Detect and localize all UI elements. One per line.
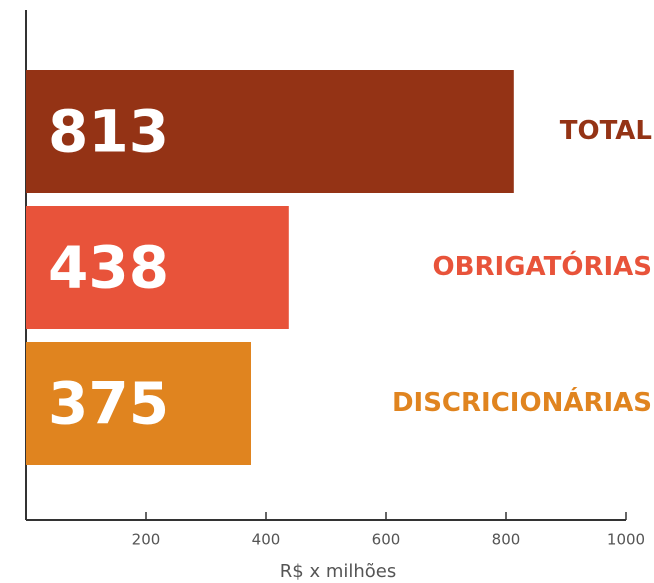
x-tick-label: 400 bbox=[252, 531, 281, 549]
bar bbox=[26, 70, 514, 193]
x-tick-label: 800 bbox=[492, 531, 521, 549]
category-label: DISCRICIONÁRIAS bbox=[392, 386, 652, 418]
x-axis-label: R$ x milhões bbox=[280, 561, 396, 582]
x-tick-label: 1000 bbox=[607, 531, 645, 549]
x-tick-label: 200 bbox=[132, 531, 161, 549]
bar bbox=[26, 342, 251, 465]
value-label: 375 bbox=[48, 370, 169, 438]
x-tick-label: 600 bbox=[372, 531, 401, 549]
value-label: 438 bbox=[48, 234, 169, 302]
value-label: 813 bbox=[48, 98, 169, 166]
category-label: OBRIGATÓRIAS bbox=[433, 250, 652, 282]
bar bbox=[26, 206, 289, 329]
category-label: TOTAL bbox=[560, 116, 652, 146]
